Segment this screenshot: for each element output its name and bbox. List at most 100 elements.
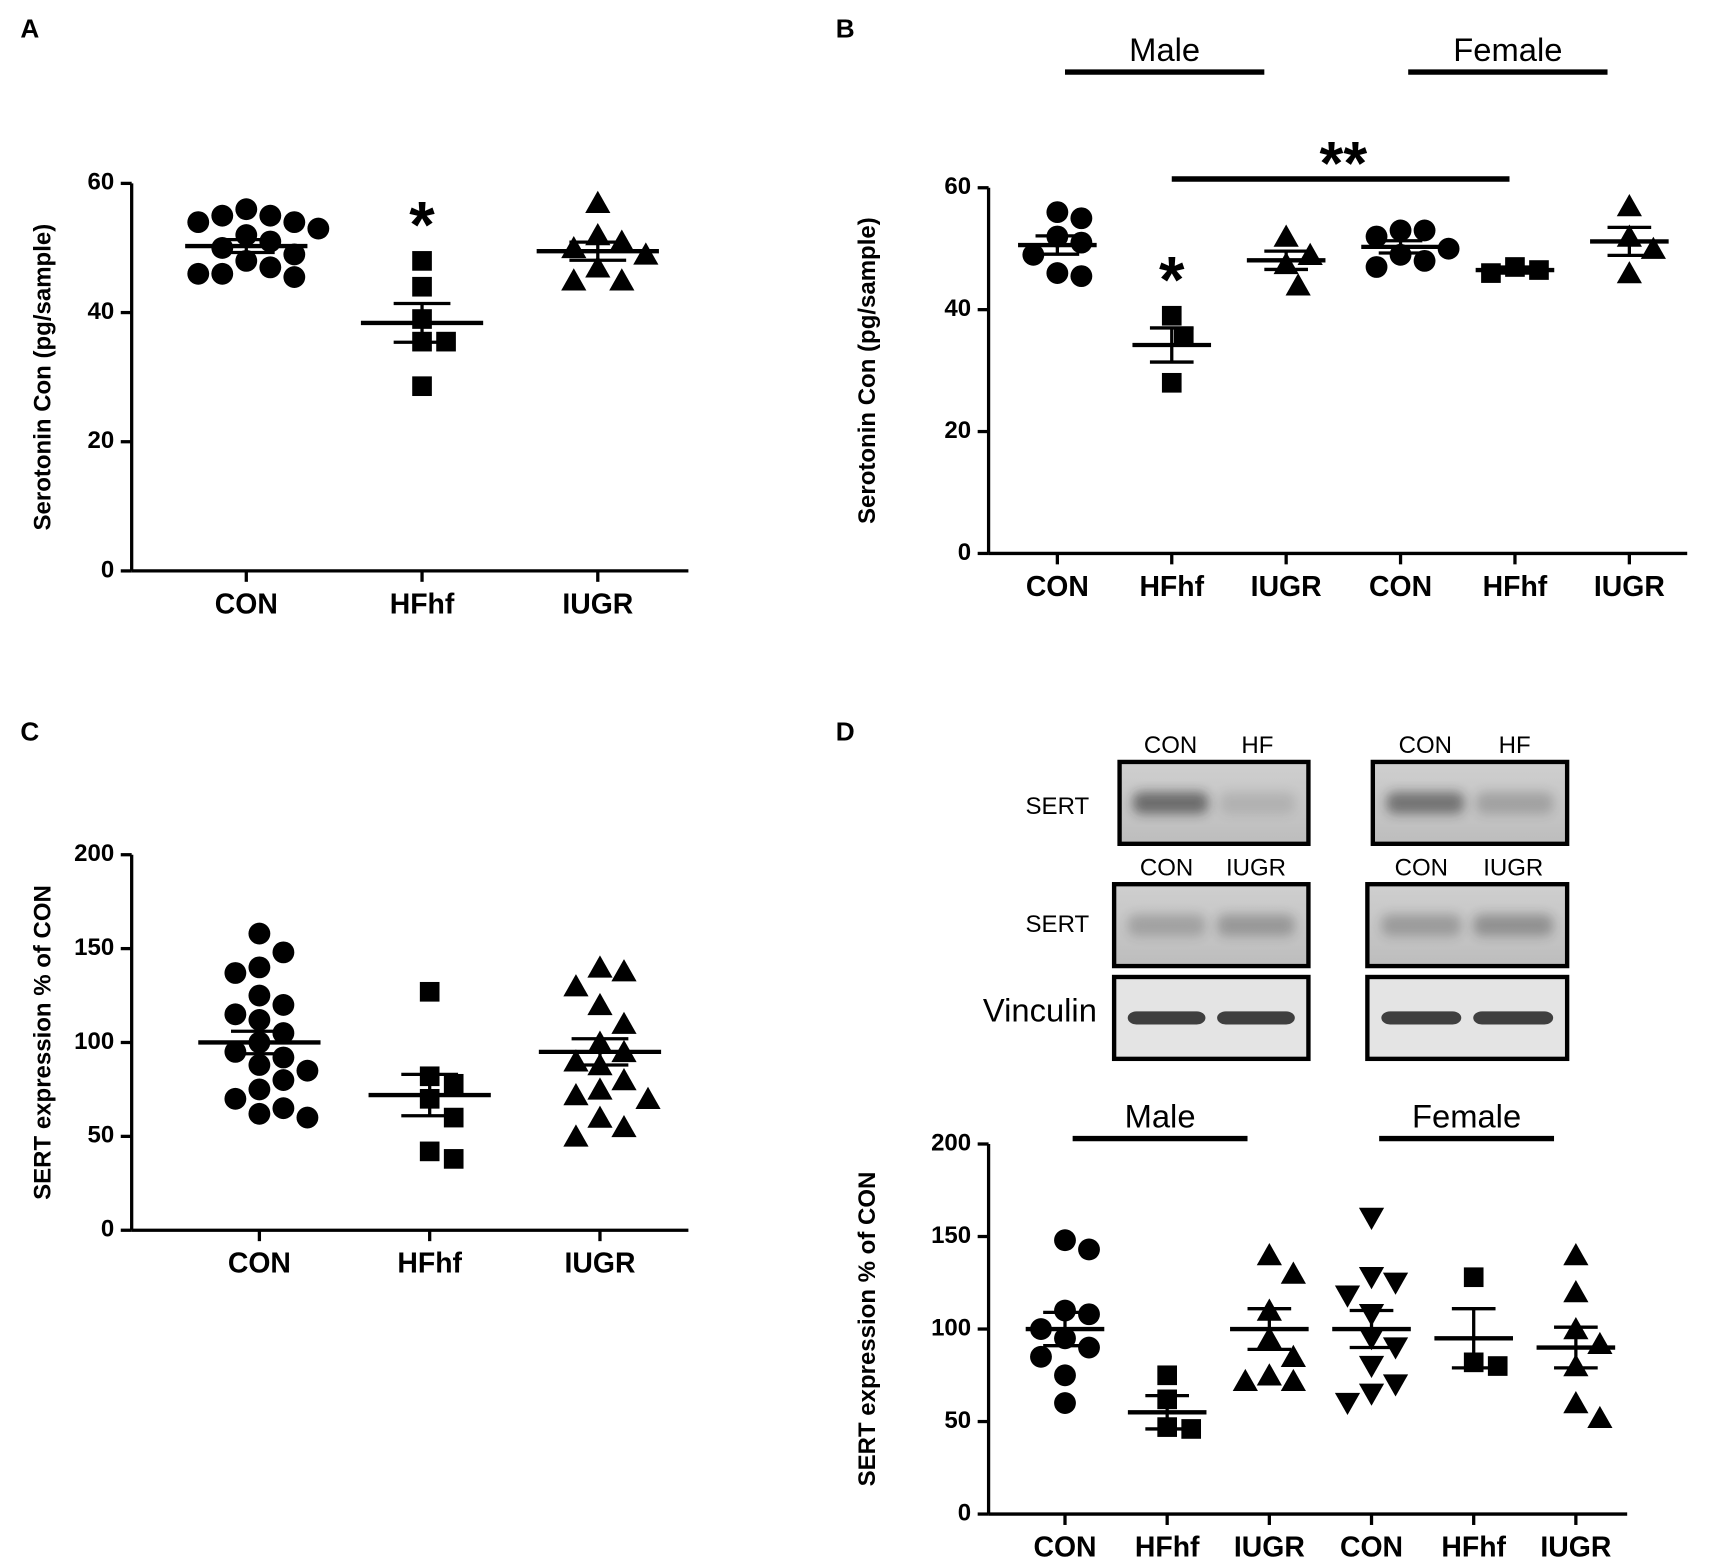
point (235, 198, 258, 221)
point (272, 1097, 295, 1120)
blot-band (1219, 791, 1296, 814)
point (443, 1107, 464, 1128)
y-tick-label: 20 (88, 427, 115, 454)
blot-band (1386, 791, 1465, 814)
y-tick-label: 150 (931, 1222, 971, 1249)
lane-label: CON (1395, 854, 1448, 881)
point (419, 981, 440, 1002)
y-axis-label: SERT expression % of CON (854, 1172, 881, 1487)
panel-letter: D (836, 716, 855, 746)
blot-band (1127, 1011, 1206, 1025)
point (259, 230, 282, 253)
point (1054, 1229, 1076, 1252)
blot-row-label: Vinculin (983, 992, 1097, 1029)
point (1181, 1419, 1202, 1439)
point (248, 1009, 271, 1031)
panel-letter: B (836, 13, 855, 43)
point (561, 235, 587, 259)
point (1022, 243, 1045, 266)
point (1563, 1243, 1589, 1266)
point (272, 1046, 295, 1069)
point (272, 1069, 295, 1091)
point (224, 1087, 247, 1110)
point (1563, 1391, 1589, 1414)
point (283, 211, 306, 234)
point (259, 256, 282, 279)
x-tick-label: CON (1033, 1531, 1096, 1561)
point (443, 1073, 464, 1094)
point (296, 1106, 319, 1129)
point (1054, 1299, 1076, 1322)
blot-row-label: SERT (1026, 793, 1090, 820)
y-tick-label: 0 (101, 556, 114, 583)
significance: ** (1320, 129, 1368, 197)
point (224, 1003, 247, 1026)
x-tick-label: HFhf (1139, 571, 1204, 603)
lane-label: CON (1144, 732, 1197, 759)
x-tick-label: IUGR (1234, 1531, 1305, 1561)
point (1413, 249, 1436, 272)
point (1256, 1363, 1282, 1386)
group-label: Male (1129, 31, 1200, 68)
point (1616, 261, 1642, 284)
point (609, 268, 635, 291)
blot-band (1381, 914, 1462, 937)
point (412, 276, 432, 297)
blot-band (1217, 1011, 1295, 1025)
point (1030, 1345, 1052, 1368)
point (412, 376, 432, 397)
point (296, 1059, 319, 1082)
point (587, 955, 613, 978)
point (611, 1114, 637, 1138)
blot-band (1132, 791, 1209, 814)
x-tick-label: CON (228, 1248, 291, 1280)
group-label: Female (1412, 1098, 1521, 1135)
point (211, 204, 234, 227)
x-tick-label: IUGR (562, 588, 633, 620)
x-tick-label: HFhf (1483, 571, 1548, 603)
point (272, 941, 295, 964)
point (1285, 273, 1311, 296)
point (563, 974, 589, 997)
point (587, 1077, 613, 1100)
point (1273, 224, 1299, 247)
point (211, 262, 234, 285)
point (1054, 1364, 1076, 1387)
point (611, 959, 637, 982)
x-tick-label: IUGR (1594, 571, 1665, 603)
point (585, 255, 611, 278)
point (1382, 1272, 1409, 1295)
x-tick-label: CON (1369, 571, 1432, 603)
x-tick-label: HFhf (1135, 1531, 1200, 1561)
point (187, 262, 210, 285)
point (1463, 1267, 1484, 1288)
point (563, 1124, 589, 1147)
x-tick-label: CON (1026, 571, 1089, 603)
y-tick-label: 100 (74, 1028, 114, 1055)
point (272, 1022, 295, 1045)
point (1054, 1392, 1076, 1414)
point (1078, 1238, 1100, 1261)
point (1389, 219, 1412, 242)
point (1382, 1374, 1409, 1397)
point (1616, 194, 1642, 217)
blot-band (1217, 914, 1295, 937)
point (1280, 1344, 1306, 1367)
point (248, 1054, 271, 1076)
lane-label: HF (1499, 732, 1531, 759)
panel-letter: A (20, 13, 39, 43)
y-tick-label: 20 (944, 417, 971, 444)
point (283, 266, 306, 288)
point (224, 962, 247, 984)
group-label: Male (1125, 1098, 1196, 1135)
point (1437, 237, 1460, 260)
point (1280, 1368, 1306, 1392)
point (1587, 1331, 1613, 1355)
point (248, 984, 271, 1007)
lane-label: IUGR (1483, 854, 1543, 881)
point (1173, 327, 1194, 347)
y-tick-label: 50 (88, 1122, 115, 1149)
point (1334, 1392, 1361, 1416)
point (635, 1086, 661, 1110)
lane-label: CON (1399, 732, 1452, 759)
